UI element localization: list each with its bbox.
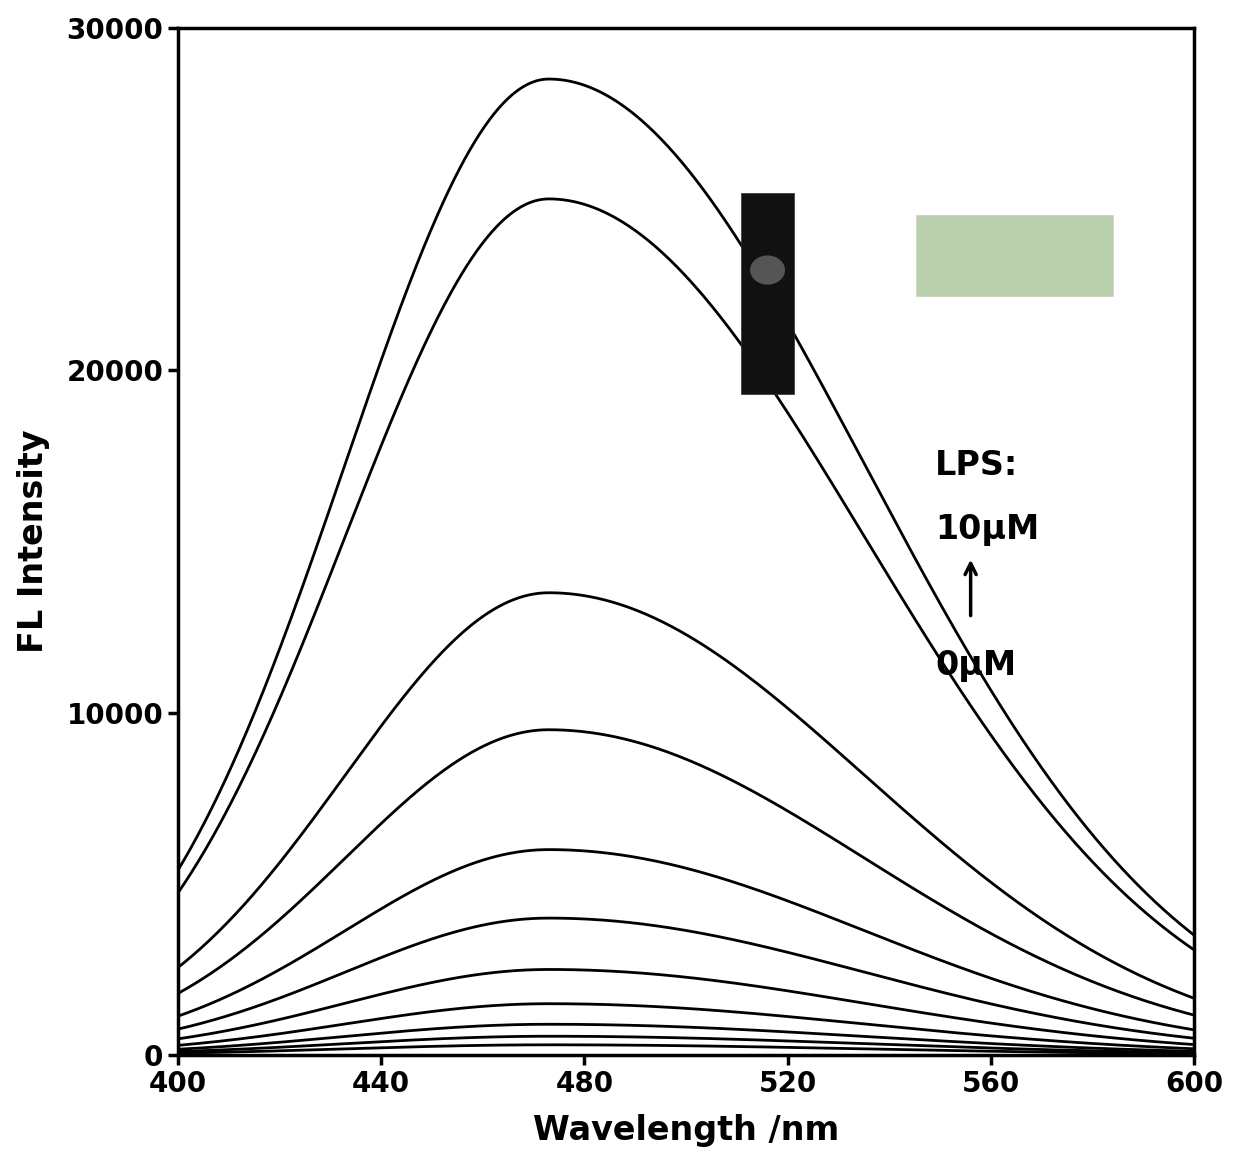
X-axis label: Wavelength /nm: Wavelength /nm — [533, 1114, 839, 1148]
Text: 0μM: 0μM — [935, 650, 1017, 682]
Y-axis label: FL Intensity: FL Intensity — [16, 430, 50, 653]
Text: 10μM: 10μM — [935, 512, 1039, 546]
Text: LPS:: LPS: — [935, 449, 1018, 482]
